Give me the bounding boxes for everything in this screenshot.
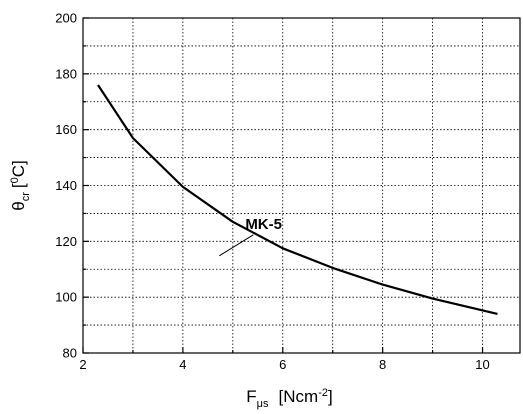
y-tick-label-160: 160 (55, 122, 77, 137)
y-tick-label-180: 180 (55, 66, 77, 81)
x-axis-title-unit-sup: -2 (318, 387, 328, 399)
y-axis-title-main: θ (9, 201, 28, 210)
x-axis-title-unit-close: ] (328, 387, 333, 406)
y-axis-title: θcr [0C] (9, 160, 32, 211)
axis-ticks (82, 17, 484, 354)
y-tick-label-120: 120 (55, 234, 77, 249)
x-axis-title-unit-open: [Ncm (279, 387, 319, 406)
y-tick-label-140: 140 (55, 178, 77, 193)
y-axis-title-unit-close: C] (9, 160, 28, 177)
series-layer (97, 84, 498, 315)
series-line-mk-5 (97, 84, 498, 315)
x-tick-label-8: 8 (379, 357, 386, 372)
x-axis-title-sub: μs (257, 398, 269, 410)
y-tick-label-80: 80 (63, 346, 77, 361)
y-tick-label-100: 100 (55, 290, 77, 305)
y-axis-title-unit-open: [ (9, 183, 28, 188)
tick-labels: 2 4 6 8 10 80 100 120 140 160 180 200 (55, 11, 489, 373)
annotations: MK-5 (219, 216, 282, 257)
x-tick-label-10: 10 (475, 357, 489, 372)
x-tick-label-6: 6 (279, 357, 286, 372)
x-axis-title: Fμs [Ncm-2] (246, 387, 332, 410)
y-tick-label-200: 200 (55, 11, 77, 26)
x-tick-label-2: 2 (79, 357, 86, 372)
annotation-label-0: MK-5 (245, 216, 282, 233)
annotation-leader-0 (219, 234, 254, 257)
grid-lines (83, 18, 520, 353)
x-tick-label-4: 4 (179, 357, 186, 372)
x-axis-title-main: F (246, 387, 256, 406)
y-axis-title-sub: cr (20, 192, 32, 202)
y-axis-title-unit-sup: 0 (9, 177, 21, 183)
